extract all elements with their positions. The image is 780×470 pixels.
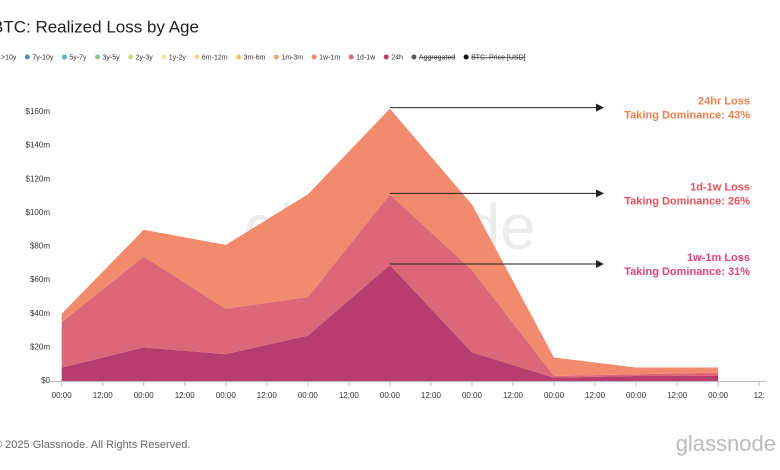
x-tick-label: 00:00 (298, 391, 319, 400)
x-tick-label: 00:00 (462, 391, 483, 400)
legend-marker (161, 54, 167, 60)
annotation-text: 24hr Loss (698, 96, 750, 108)
annotation-text: 1w-1m Loss (687, 252, 750, 264)
annotation-text: Taking Dominance: 26% (624, 195, 750, 207)
x-tick-label: 12:00 (175, 391, 196, 400)
legend-label: 6m-12m (202, 54, 228, 61)
annotation-text: Taking Dominance: 43% (624, 110, 750, 122)
logo: glassnode (676, 431, 776, 456)
area (61, 108, 719, 376)
y-tick-label: $60m (30, 275, 50, 284)
legend-marker (463, 54, 469, 60)
y-tick-label: $100m (26, 208, 51, 217)
chart-title: BTC: Realized Loss by Age (0, 17, 199, 36)
x-tick-label: 00:00 (708, 391, 729, 400)
legend-label: 7y-10y (32, 54, 54, 61)
annotation-text: 1d-1w Loss (690, 181, 750, 193)
legend-label: BTC: Price [USD] (471, 54, 526, 61)
legend-marker (411, 54, 417, 60)
y-tick-label: $0 (41, 376, 50, 385)
y-tick-label: $160m (26, 107, 51, 116)
footer: © 2025 Glassnode. All Rights Reserved. (0, 439, 190, 451)
legend-label: 24h (391, 54, 403, 61)
x-tick-label: 12:00 (93, 391, 114, 400)
x-tick-label: 00:00 (216, 391, 237, 400)
legend-marker (95, 54, 101, 60)
legend-marker (194, 54, 200, 60)
legend-marker (383, 54, 389, 60)
y-tick-label: $120m (26, 174, 51, 183)
legend-marker (61, 54, 67, 60)
y-tick-label: $140m (26, 141, 51, 150)
x-tick-label: 00:00 (134, 391, 155, 400)
legend-label: Aggregated (419, 54, 455, 61)
y-tick-label: $40m (30, 309, 50, 318)
legend-label: 1d-1w (356, 54, 376, 61)
legend-label: 1w-1m (319, 54, 340, 61)
annotation-text: Taking Dominance: 31% (624, 266, 750, 278)
x-tick-label: 00:00 (52, 391, 73, 400)
legend-label: 5y-7y (69, 54, 87, 61)
legend-label: 3y-5y (103, 54, 121, 61)
area (61, 194, 719, 378)
legend-label: 1y-2y (169, 54, 187, 61)
legend-marker (348, 54, 354, 60)
x-tick-label: 12: (754, 391, 765, 400)
legend-label: >10y (1, 54, 17, 61)
x-tick-label: 12:00 (421, 391, 442, 400)
x-tick-label: 12:00 (667, 391, 688, 400)
x-tick-label: 00:00 (626, 391, 647, 400)
legend-label: 1m-3m (281, 54, 303, 61)
y-tick-label: $20m (30, 342, 50, 351)
legend-marker (236, 54, 242, 60)
x-tick-label: 12:00 (339, 391, 360, 400)
area (61, 264, 719, 381)
x-tick-label: 12:00 (503, 391, 524, 400)
x-tick-label: 12:00 (257, 391, 278, 400)
legend-label: 2y-3y (136, 54, 154, 61)
y-tick-label: $80m (30, 242, 50, 251)
legend-label: 3m-6m (244, 54, 266, 61)
x-tick-label: 12:00 (585, 391, 606, 400)
legend-marker (273, 54, 279, 60)
legend-marker (311, 54, 317, 60)
legend-marker (128, 54, 134, 60)
x-tick-label: 00:00 (380, 391, 401, 400)
x-tick-label: 00:00 (544, 391, 565, 400)
legend-marker (24, 54, 30, 60)
